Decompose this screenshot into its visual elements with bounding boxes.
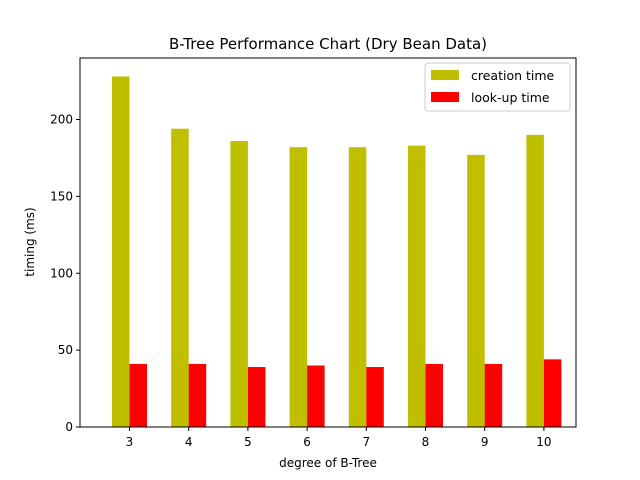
legend-frame [424, 62, 571, 112]
y-tick-label: 0 [65, 420, 73, 434]
legend-label-creation-time: creation time [471, 68, 555, 83]
x-axis-label: degree of B-Tree [279, 456, 377, 470]
x-tick-label: 10 [536, 435, 551, 449]
bar-creation-time-7 [348, 147, 367, 427]
legend-swatch-creation-time [431, 70, 459, 80]
bar-creation-time-3 [112, 76, 130, 427]
bar-creation-time-5 [230, 141, 248, 427]
x-tick-label: 9 [481, 435, 489, 449]
x-tick-label: 6 [303, 435, 311, 449]
bars-group [112, 76, 562, 428]
bar-look-up-time-6 [307, 365, 325, 427]
x-tick-label: 8 [422, 435, 430, 449]
bar-look-up-time-7 [366, 367, 384, 427]
y-tick-label: 150 [50, 189, 73, 203]
bar-look-up-time-9 [484, 363, 503, 427]
bar-creation-time-9 [467, 154, 485, 428]
bar-look-up-time-4 [188, 363, 207, 427]
bar-creation-time-10 [526, 134, 544, 428]
legend: creation time look-up time [424, 62, 571, 112]
bar-look-up-time-3 [129, 363, 147, 427]
x-axis: 3 4 5 6 7 8 9 10 [126, 427, 552, 449]
plot-frame [79, 57, 577, 428]
bar-look-up-time-5 [247, 367, 266, 427]
y-axis: 0 50 100 150 200 [50, 113, 80, 434]
y-tick-label: 200 [50, 113, 73, 127]
bar-creation-time-6 [289, 147, 308, 427]
bar-creation-time-8 [408, 145, 426, 427]
bar-look-up-time-8 [425, 363, 443, 427]
x-tick-label: 7 [362, 435, 370, 449]
y-tick-label: 100 [50, 266, 73, 280]
x-tick-label: 5 [244, 435, 252, 449]
legend-label-look-up-time: look-up time [471, 90, 550, 105]
bar-look-up-time-10 [543, 359, 562, 427]
y-tick-label: 50 [58, 343, 73, 357]
chart-title: B-Tree Performance Chart (Dry Bean Data) [169, 35, 487, 53]
x-tick-label: 3 [126, 435, 134, 449]
y-axis-label: timing (ms) [23, 207, 37, 276]
bar-creation-time-4 [171, 128, 189, 428]
x-tick-label: 4 [185, 435, 193, 449]
legend-swatch-look-up-time [431, 92, 459, 102]
